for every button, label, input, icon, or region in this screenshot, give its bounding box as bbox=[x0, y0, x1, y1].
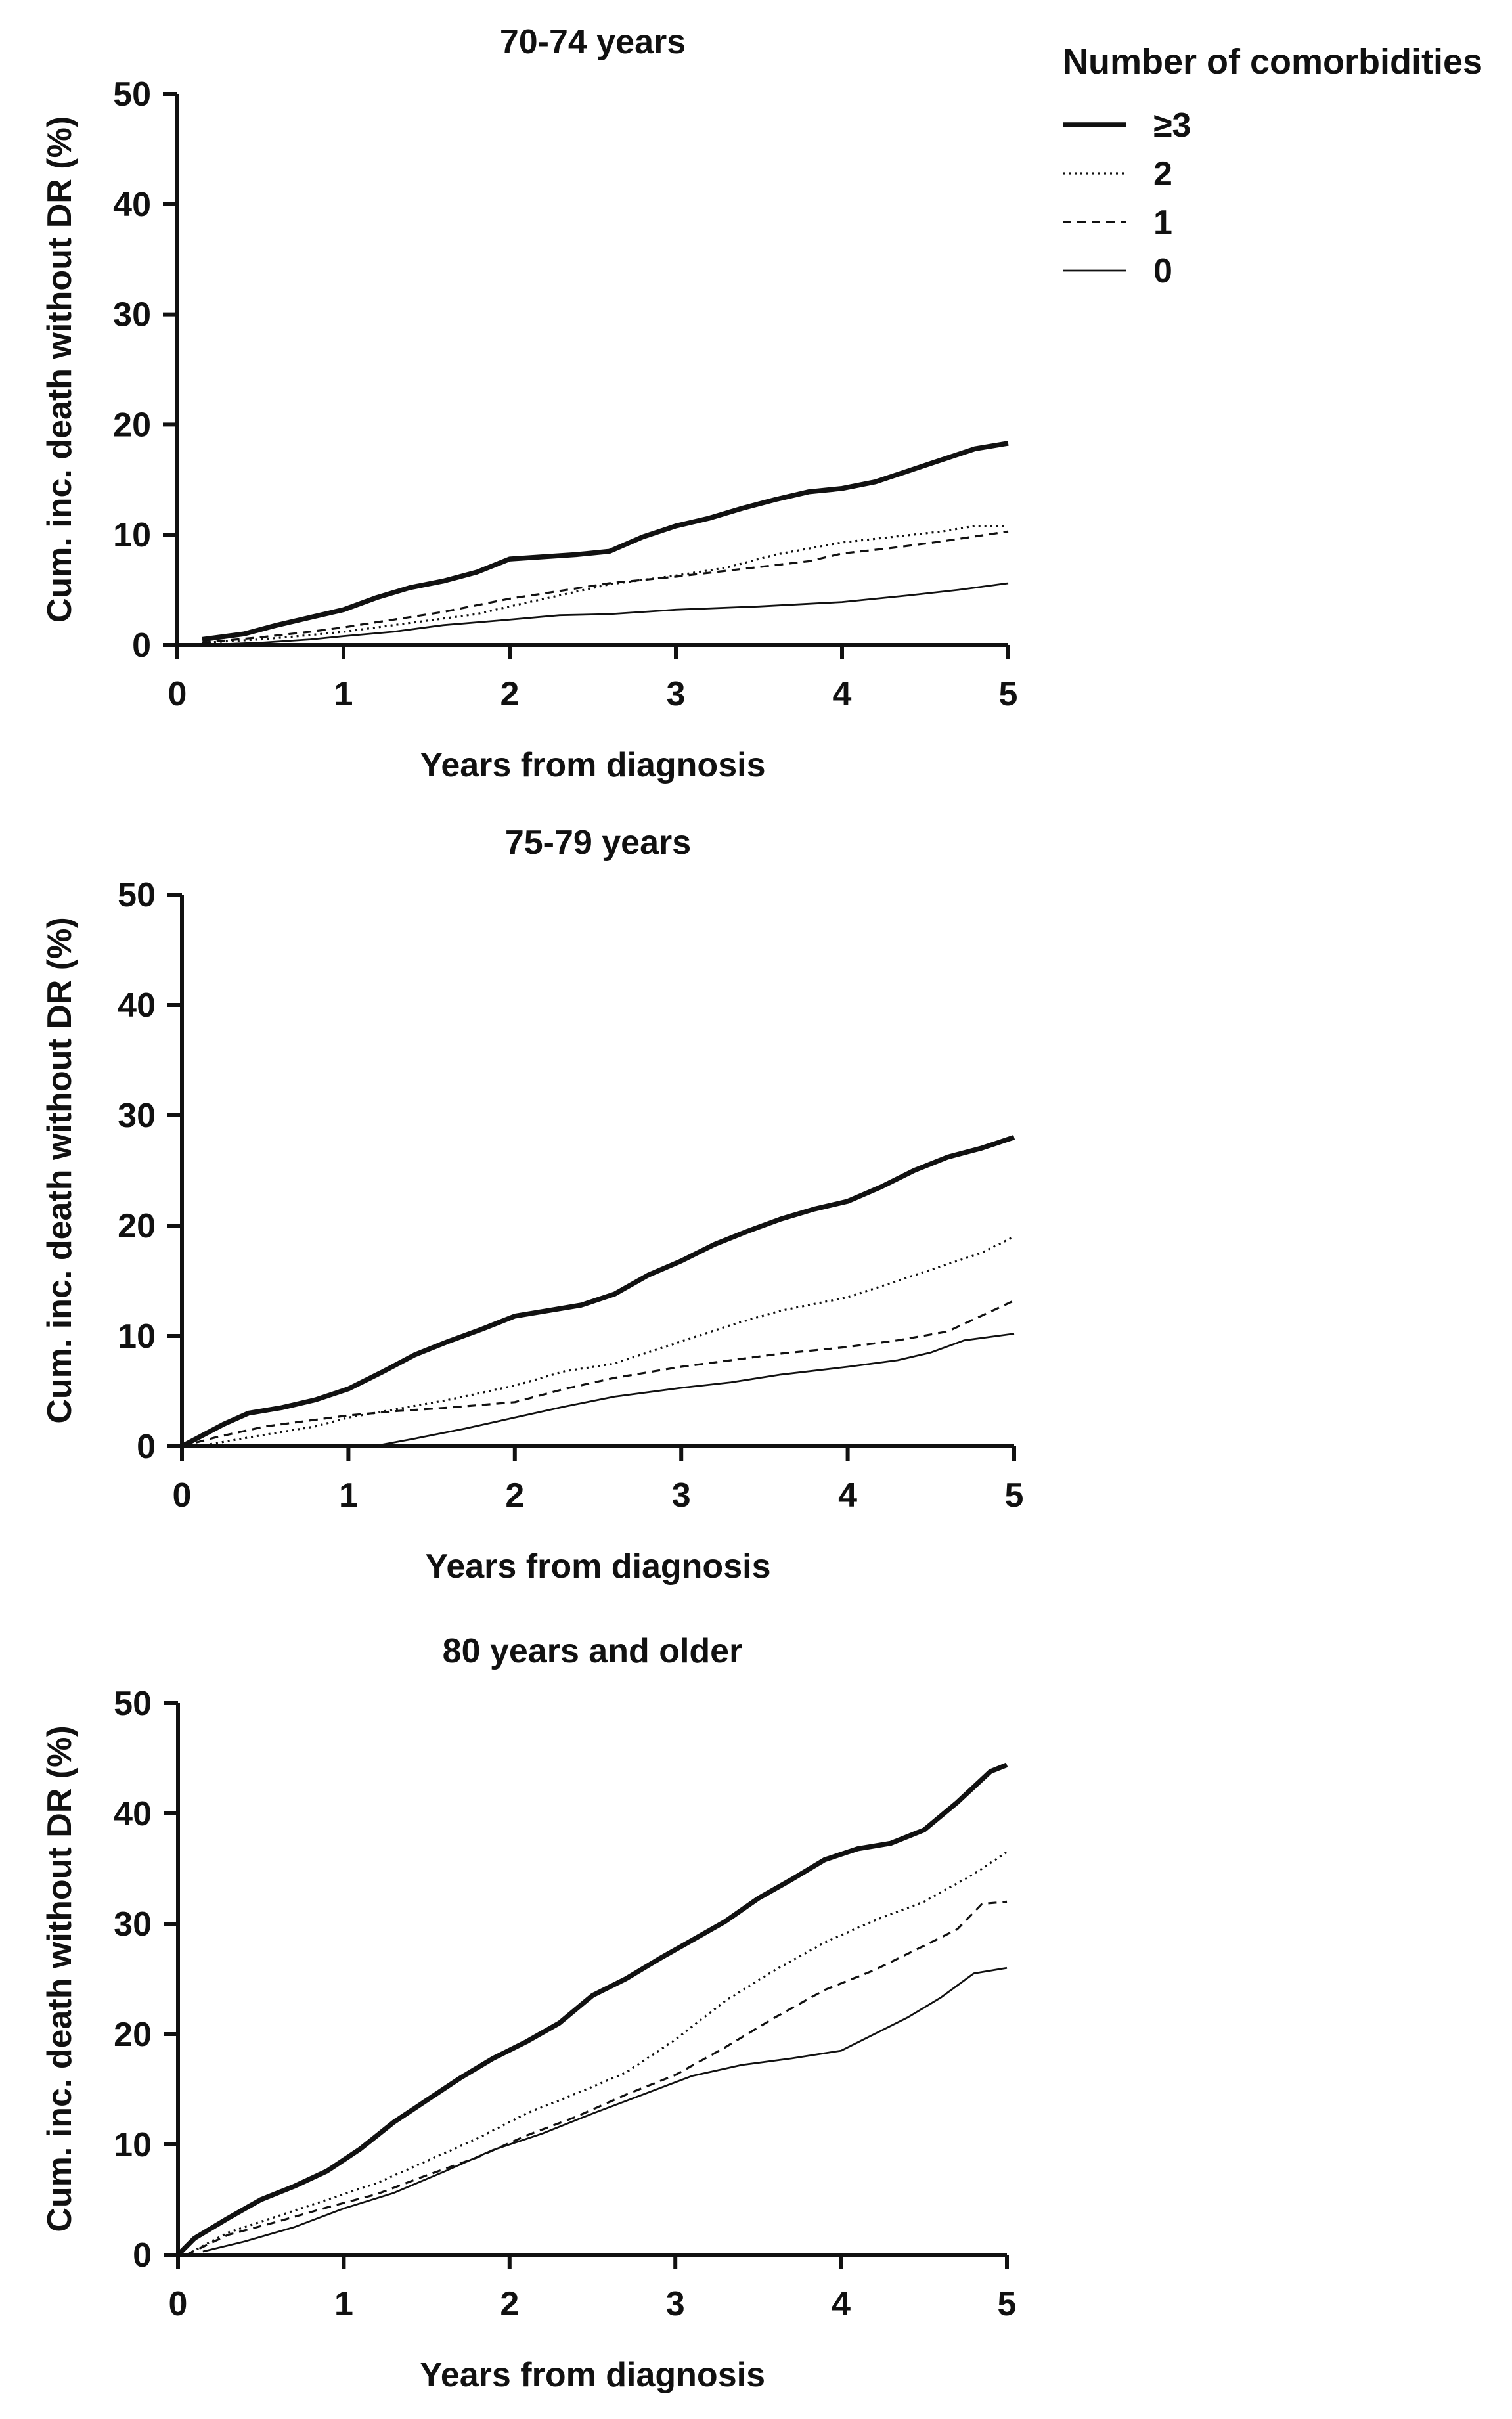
x-tick-label: 5 bbox=[1005, 1476, 1024, 1515]
x-tick-label: 4 bbox=[832, 2285, 851, 2323]
x-tick-label: 2 bbox=[505, 1476, 524, 1515]
chart-panel-2: 75-79 years 0 10 20 30 40 50 0 1 2 3 4 5 Years from d… bbox=[41, 824, 1023, 1586]
x-tick-label: 0 bbox=[169, 2285, 188, 2323]
x-tick-label: 1 bbox=[334, 2285, 353, 2323]
series-line-solid-thin bbox=[202, 582, 1009, 646]
series-line-solid-thin bbox=[202, 1966, 1008, 2253]
x-tick-label: 3 bbox=[672, 1476, 691, 1515]
panel-title: 70-74 years bbox=[500, 23, 686, 61]
x-tick-label: 3 bbox=[667, 675, 686, 713]
series-line-solid-thick bbox=[176, 1762, 1008, 2257]
y-tick-label: 30 bbox=[118, 1097, 156, 1135]
x-tick-label: 5 bbox=[998, 2285, 1017, 2323]
y-axis-title: Cum. inc. death without DR (%) bbox=[41, 116, 79, 623]
y-tick-label: 50 bbox=[118, 876, 156, 914]
x-tick-label: 4 bbox=[833, 675, 852, 713]
legend-label: 1 bbox=[1153, 204, 1172, 242]
legend-label: 2 bbox=[1153, 155, 1172, 193]
legend-title: Number of comorbidities bbox=[1063, 42, 1482, 81]
y-tick-label: 30 bbox=[113, 296, 151, 334]
series-line-dotted bbox=[198, 1235, 1015, 1448]
y-tick-label: 0 bbox=[133, 2236, 152, 2275]
x-tick-label: 0 bbox=[168, 675, 187, 713]
y-tick-label: 0 bbox=[132, 627, 151, 665]
y-axis-title: Cum. inc. death without DR (%) bbox=[41, 1725, 79, 2232]
x-axis-title: Years from diagnosis bbox=[426, 1547, 771, 1586]
series-line-dotted bbox=[202, 525, 1008, 644]
series-line-solid-thin bbox=[373, 1333, 1015, 1448]
y-tick-label: 50 bbox=[113, 76, 151, 114]
y-tick-label: 20 bbox=[113, 406, 151, 444]
legend-label: 0 bbox=[1153, 252, 1172, 290]
y-tick-label: 30 bbox=[114, 1905, 152, 1943]
x-tick-label: 1 bbox=[334, 675, 353, 713]
series-line-dotted bbox=[185, 1851, 1008, 2256]
series-line-dashed bbox=[181, 1299, 1015, 1448]
x-tick-label: 3 bbox=[666, 2285, 685, 2323]
legend-label: ≥3 bbox=[1153, 106, 1191, 144]
panel-title: 80 years and older bbox=[443, 1632, 743, 1670]
x-tick-label: 2 bbox=[500, 2285, 519, 2323]
y-tick-label: 20 bbox=[118, 1207, 156, 1245]
series-line-solid-thick bbox=[202, 441, 1009, 642]
y-tick-label: 40 bbox=[118, 987, 156, 1025]
chart-panel-1: 70-74 years 0 10 20 30 40 50 0 1 2 3 4 5 Years from d… bbox=[41, 23, 1017, 784]
legend: Number of comorbidities ≥3 2 1 0 bbox=[1063, 42, 1482, 290]
y-tick-label: 20 bbox=[114, 2016, 152, 2054]
y-axis-title: Cum. inc. death without DR (%) bbox=[41, 917, 79, 1423]
y-tick-label: 40 bbox=[114, 1795, 152, 1833]
y-tick-label: 10 bbox=[114, 2126, 152, 2164]
chart-panel-3: 80 years and older 0 10 20 30 40 50 0 1 2 3 4 5 Years… bbox=[41, 1632, 1016, 2394]
x-axis-title: Years from diagnosis bbox=[420, 2356, 765, 2394]
series-line-dashed bbox=[202, 530, 1009, 644]
y-tick-label: 50 bbox=[114, 1685, 152, 1723]
x-tick-label: 0 bbox=[173, 1476, 192, 1515]
y-tick-label: 40 bbox=[113, 186, 151, 224]
x-tick-label: 1 bbox=[339, 1476, 358, 1515]
x-tick-label: 5 bbox=[999, 675, 1018, 713]
y-tick-label: 10 bbox=[118, 1318, 156, 1356]
series-line-dashed bbox=[185, 1900, 1008, 2256]
panel-title: 75-79 years bbox=[505, 824, 691, 862]
series-line-solid-thick bbox=[181, 1135, 1015, 1449]
x-axis-title: Years from diagnosis bbox=[420, 746, 766, 784]
x-tick-label: 2 bbox=[500, 675, 520, 713]
y-tick-label: 10 bbox=[113, 516, 151, 554]
y-tick-label: 0 bbox=[137, 1428, 156, 1466]
x-tick-label: 4 bbox=[838, 1476, 857, 1515]
